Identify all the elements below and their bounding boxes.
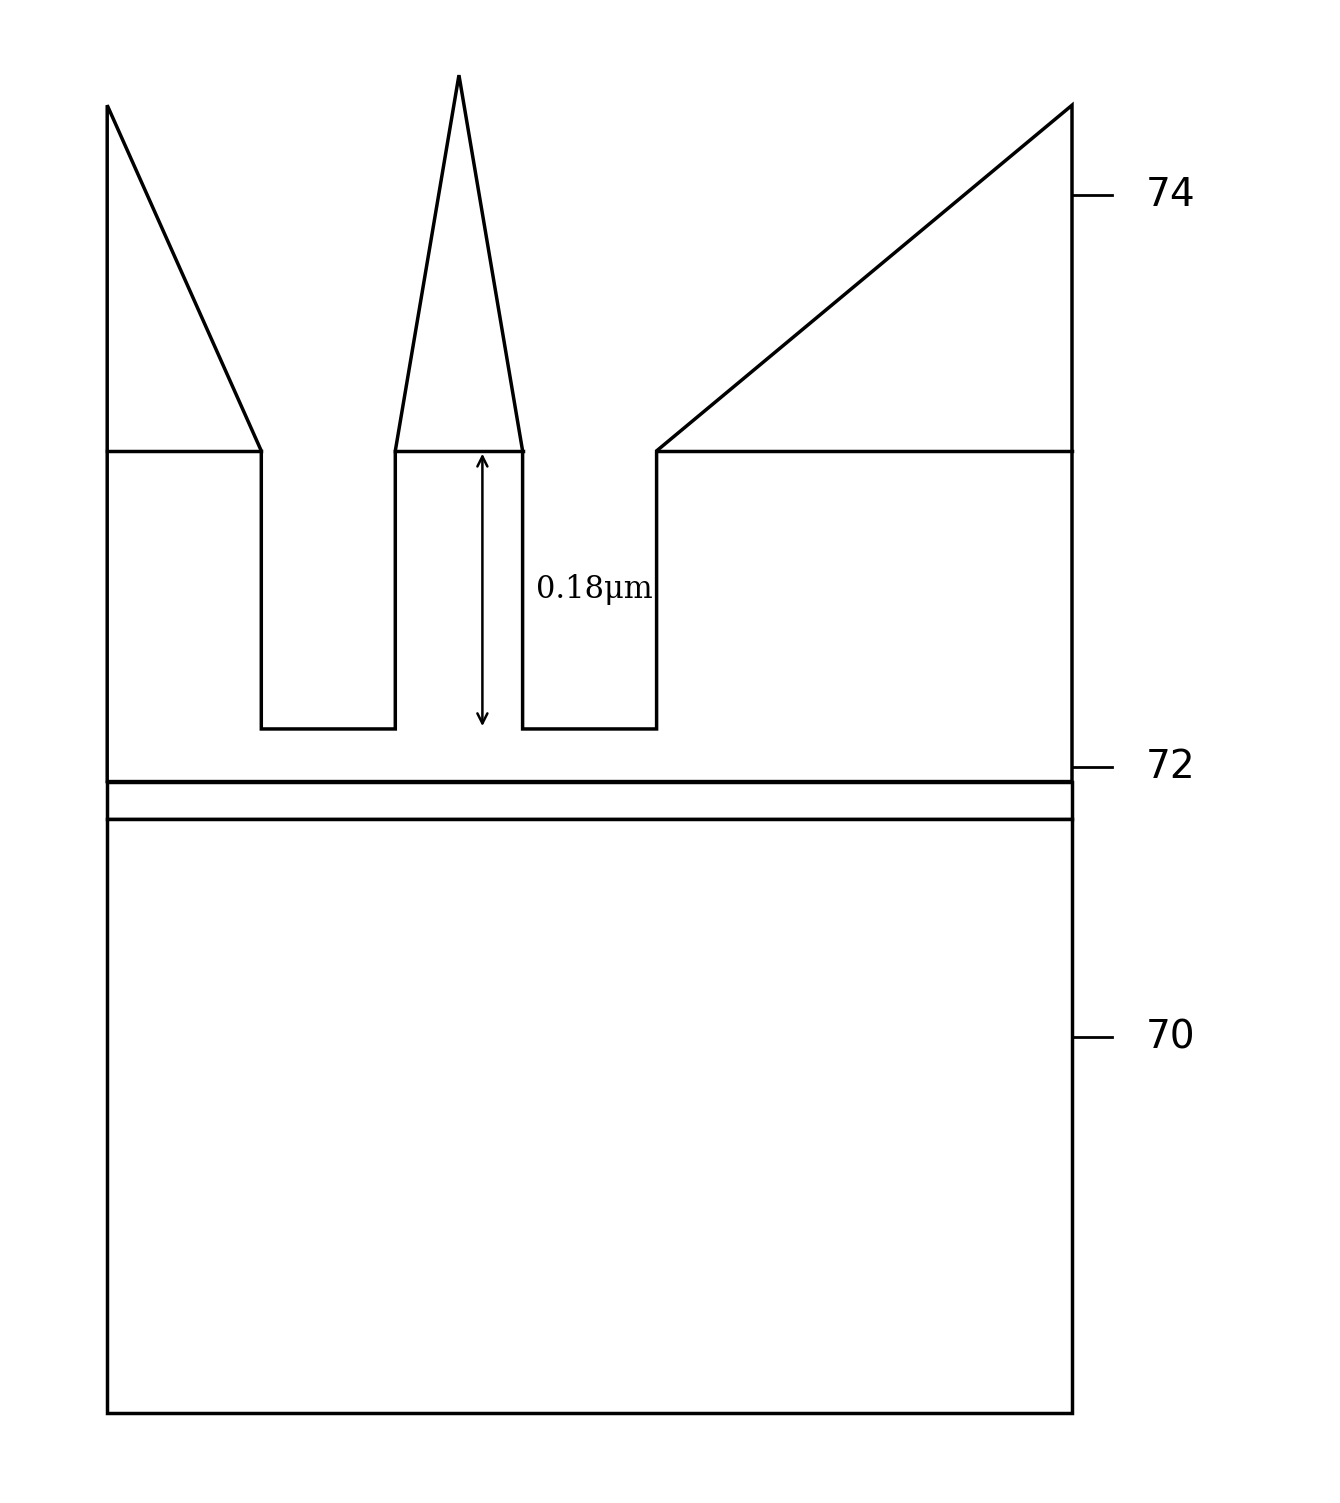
Text: 72: 72 xyxy=(1146,747,1195,786)
Polygon shape xyxy=(107,819,1072,1413)
Text: 70: 70 xyxy=(1146,1018,1195,1057)
Polygon shape xyxy=(107,75,1072,782)
Polygon shape xyxy=(107,782,1072,819)
Text: 74: 74 xyxy=(1146,176,1195,215)
Text: 0.18μm: 0.18μm xyxy=(536,574,653,606)
